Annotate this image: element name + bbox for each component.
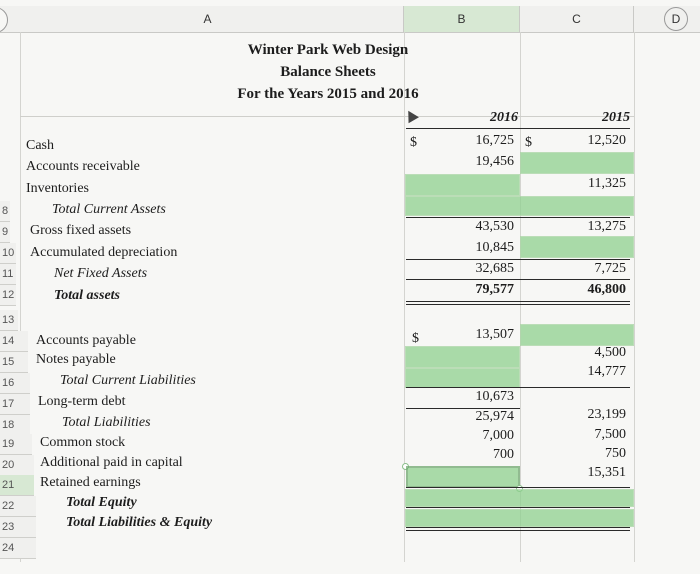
input-cell-b-retained-earnings[interactable]	[406, 466, 520, 488]
cell-c-gross-fixed-assets[interactable]: 13,275	[587, 219, 627, 234]
label-total-liabilities-equity: Total Liabilities & Equity	[66, 515, 213, 530]
label-accounts-payable: Accounts payable	[36, 333, 136, 348]
row-header-9[interactable]: 9	[0, 222, 10, 243]
cell-c-additional-paid-in-capital[interactable]: 750	[605, 446, 626, 461]
subtotal-underline	[406, 487, 630, 488]
cell-c-long-term-debt[interactable]: 23,199	[587, 407, 627, 422]
mouse-pointer-icon	[403, 107, 419, 124]
currency-symbol: $	[525, 135, 532, 150]
cell-c-notes-payable[interactable]: 4,500	[594, 345, 627, 360]
label-total-liabilities: Total Liabilities	[62, 415, 151, 430]
column-header-b[interactable]: B	[404, 6, 520, 32]
label-gross-fixed-assets: Gross fixed assets	[30, 223, 132, 238]
label-cash: Cash	[26, 138, 54, 153]
row-header-24[interactable]: 24	[0, 538, 36, 559]
column-header-a[interactable]: A	[12, 6, 404, 32]
label-inventories: Inventories	[26, 181, 89, 196]
row-header-13[interactable]: 13	[0, 310, 18, 331]
input-row-total-current-assets[interactable]	[405, 196, 634, 216]
cell-b-long-term-debt[interactable]: 10,673	[475, 389, 515, 404]
subtotal-underline	[406, 387, 630, 388]
cell-b-accounts-receivable[interactable]: 19,456	[475, 154, 515, 169]
grid-line	[20, 116, 634, 117]
label-accounts-receivable: Accounts receivable	[26, 159, 140, 174]
input-cell-c-accumulated-depreciation[interactable]	[520, 236, 634, 258]
cell-c-inventories[interactable]: 11,325	[588, 176, 626, 191]
label-additional-paid-in-capital: Additional paid in capital	[40, 455, 183, 470]
cell-c-total-assets[interactable]: 46,800	[587, 282, 627, 297]
label-net-fixed-assets: Net Fixed Assets	[54, 266, 148, 281]
input-cell-b-notes-payable[interactable]	[405, 346, 520, 368]
grid-line	[20, 32, 21, 562]
row-header-8[interactable]: 8	[0, 201, 10, 222]
input-cell-b-inventories[interactable]	[405, 174, 520, 196]
column-header-bar	[0, 6, 700, 33]
label-total-equity: Total Equity	[66, 495, 137, 510]
row-header-16[interactable]: 16	[0, 373, 30, 394]
subtotal-underline	[406, 259, 630, 260]
label-retained-earnings: Retained earnings	[40, 475, 141, 490]
label-long-term-debt: Long-term debt	[38, 394, 126, 409]
cell-b-net-fixed-assets[interactable]: 32,685	[475, 261, 515, 276]
subtotal-underline	[406, 217, 630, 218]
label-common-stock: Common stock	[40, 435, 126, 450]
input-cell-c-accounts-receivable[interactable]	[520, 152, 634, 174]
label-notes-payable: Notes payable	[36, 352, 116, 367]
cell-b-gross-fixed-assets[interactable]: 43,530	[475, 219, 515, 234]
row-header-11[interactable]: 11	[0, 264, 16, 285]
row-header-15[interactable]: 15	[0, 352, 28, 373]
row-header-20[interactable]: 20	[0, 455, 34, 476]
row-header-17[interactable]: 17	[0, 394, 30, 415]
label-total-current-liabilities: Total Current Liabilities	[60, 373, 196, 388]
total-double-underline	[406, 304, 630, 305]
currency-symbol: $	[410, 135, 417, 150]
label-total-current-assets: Total Current Assets	[52, 202, 166, 217]
cell-c-common-stock[interactable]: 7,500	[594, 427, 627, 442]
company-name: Winter Park Web Design	[247, 42, 409, 58]
total-double-underline	[406, 530, 630, 531]
label-total-assets: Total assets	[54, 288, 120, 303]
input-row-total-liabilities-equity[interactable]	[405, 509, 634, 527]
row-header-12[interactable]: 12	[0, 285, 16, 306]
header-underline	[406, 128, 630, 129]
subtotal-underline	[406, 279, 630, 280]
column-header-d[interactable]: D	[664, 7, 688, 31]
row-header-14[interactable]: 14	[0, 331, 28, 352]
row-header-10[interactable]: 10	[0, 243, 16, 264]
currency-symbol: $	[412, 331, 419, 346]
cell-b-cash[interactable]: 16,725	[475, 133, 515, 148]
cell-c-net-fixed-assets[interactable]: 7,725	[594, 261, 627, 276]
subtotal-underline	[406, 408, 520, 409]
label-accumulated-depreciation: Accumulated depreciation	[30, 245, 178, 260]
input-cell-c-accounts-payable[interactable]	[520, 324, 634, 346]
year-header-2016: 2016	[490, 110, 518, 125]
input-cell-b-total-current-liabilities[interactable]	[405, 368, 520, 388]
cell-b-accumulated-depreciation[interactable]: 10,845	[475, 240, 515, 255]
grid-line	[404, 32, 405, 562]
row-header-21[interactable]: 21	[0, 475, 34, 496]
year-header-2015: 2015	[602, 110, 630, 125]
cell-c-cash[interactable]: 12,520	[587, 133, 627, 148]
cell-b-total-liabilities[interactable]: 25,974	[475, 409, 515, 424]
subtotal-underline	[406, 507, 630, 508]
cell-b-total-assets[interactable]: 79,577	[475, 282, 515, 297]
cell-b-additional-paid-in-capital[interactable]: 700	[493, 447, 514, 462]
row-header-19[interactable]: 19	[0, 434, 32, 455]
cell-c-retained-earnings[interactable]: 15,351	[587, 465, 627, 480]
grid-line	[634, 32, 635, 562]
row-header-23[interactable]: 23	[0, 517, 36, 538]
input-row-total-equity[interactable]	[405, 489, 634, 507]
cell-b-common-stock[interactable]: 7,000	[482, 428, 515, 443]
total-double-underline	[406, 527, 630, 528]
grid-line	[520, 32, 521, 562]
cell-b-accounts-payable[interactable]: 13,507	[475, 327, 515, 342]
statement-title: Balance Sheets	[280, 64, 376, 80]
total-double-underline	[406, 301, 630, 302]
row-header-22[interactable]: 22	[0, 496, 36, 517]
cell-c-total-current-liabilities[interactable]: 14,777	[587, 364, 627, 379]
column-header-c[interactable]: C	[520, 6, 634, 32]
row-header-18[interactable]: 18	[0, 415, 30, 436]
statement-period: For the Years 2015 and 2016	[237, 86, 419, 102]
